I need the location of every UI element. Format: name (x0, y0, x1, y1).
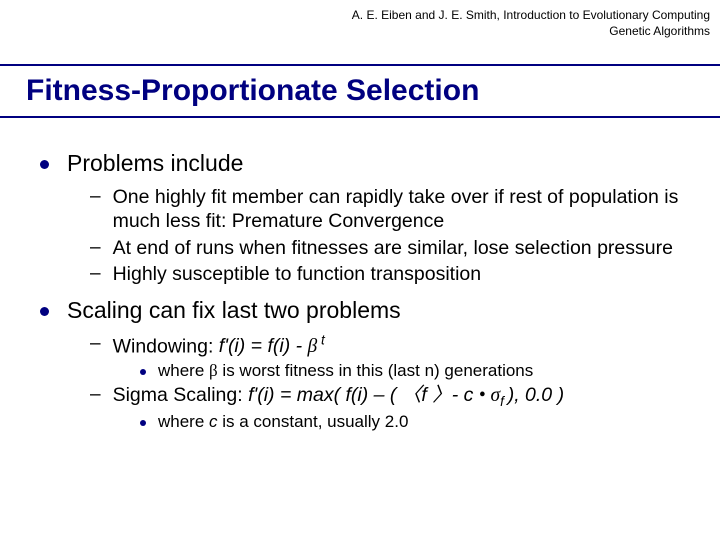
where-desc: is a constant, usually 2.0 (218, 412, 409, 431)
bullet-1-2: – At end of runs when fitnesses are simi… (90, 236, 700, 260)
c-symbol: c (209, 412, 218, 431)
beta-symbol: β (209, 361, 218, 380)
dot-symbol: • (479, 385, 486, 406)
windowing-formula: f'(i) = f(i) - β t (219, 335, 325, 357)
formula-part: ), 0.0 ) (508, 384, 564, 406)
dash-icon: – (90, 237, 101, 259)
bullet-2: Scaling can fix last two problems (40, 297, 700, 324)
where-desc: is worst fitness in this (last n) genera… (218, 361, 534, 380)
bullet-1: Problems include (40, 150, 700, 177)
header-line2: Genetic Algorithms (352, 24, 710, 40)
bullet-icon (140, 369, 146, 375)
langle-symbol: 〈 (402, 385, 422, 406)
dash-icon: – (90, 186, 101, 208)
bullet-1-2-text: At end of runs when fitnesses are simila… (113, 236, 673, 260)
bullet-1-3-text: Highly susceptible to function transposi… (113, 262, 482, 286)
beta-symbol: β (308, 336, 318, 357)
dash-icon: – (90, 384, 101, 406)
slide-title: Fitness-Proportionate Selection (26, 74, 479, 108)
formula-part: f'(i) = max( f(i) – ( (248, 384, 402, 406)
windowing-label: Windowing: (113, 335, 219, 357)
bullet-2-1-1: where β is worst fitness in this (last n… (140, 361, 700, 381)
slide-content: Problems include – One highly fit member… (40, 150, 700, 434)
bullet-2-2-1: where c is a constant, usually 2.0 (140, 412, 700, 432)
bullet-1-text: Problems include (67, 150, 243, 177)
bullet-2-2-text: Sigma Scaling: f'(i) = max( f(i) – ( 〈f … (113, 383, 565, 410)
bullet-icon (40, 307, 49, 316)
sigma-symbol: σ (486, 385, 501, 406)
slide-header: A. E. Eiben and J. E. Smith, Introductio… (352, 8, 710, 39)
formula-part: f'(i) = f(i) - (219, 335, 308, 357)
rangle-symbol: 〉 (432, 385, 452, 406)
sigma-label: Sigma Scaling: (113, 384, 248, 406)
bullet-2-1-text: Windowing: f'(i) = f(i) - β t (113, 332, 325, 360)
where-text: where (158, 412, 209, 431)
f-subscript: f (500, 394, 508, 409)
bullet-2-text: Scaling can fix last two problems (67, 297, 401, 324)
dash-icon: – (90, 333, 101, 355)
bullet-1-1-text: One highly fit member can rapidly take o… (113, 185, 700, 234)
bullet-1-1: – One highly fit member can rapidly take… (90, 185, 700, 234)
bullet-1-3: – Highly susceptible to function transpo… (90, 262, 700, 286)
title-bar: Fitness-Proportionate Selection (0, 64, 720, 118)
sigma-formula: f'(i) = max( f(i) – ( 〈f 〉- c • σf ), 0.… (248, 384, 564, 406)
header-line1: A. E. Eiben and J. E. Smith, Introductio… (352, 8, 710, 24)
t-superscript: t (317, 333, 325, 348)
bullet-icon (140, 420, 146, 426)
f-symbol: f (421, 384, 432, 406)
formula-part: - c (452, 384, 479, 406)
bullet-icon (40, 160, 49, 169)
bullet-2-2: – Sigma Scaling: f'(i) = max( f(i) – ( 〈… (90, 383, 700, 410)
dash-icon: – (90, 263, 101, 285)
bullet-2-1-1-text: where β is worst fitness in this (last n… (158, 361, 533, 381)
where-text: where (158, 361, 209, 380)
bullet-2-1: – Windowing: f'(i) = f(i) - β t (90, 332, 700, 360)
bullet-2-2-1-text: where c is a constant, usually 2.0 (158, 412, 408, 432)
